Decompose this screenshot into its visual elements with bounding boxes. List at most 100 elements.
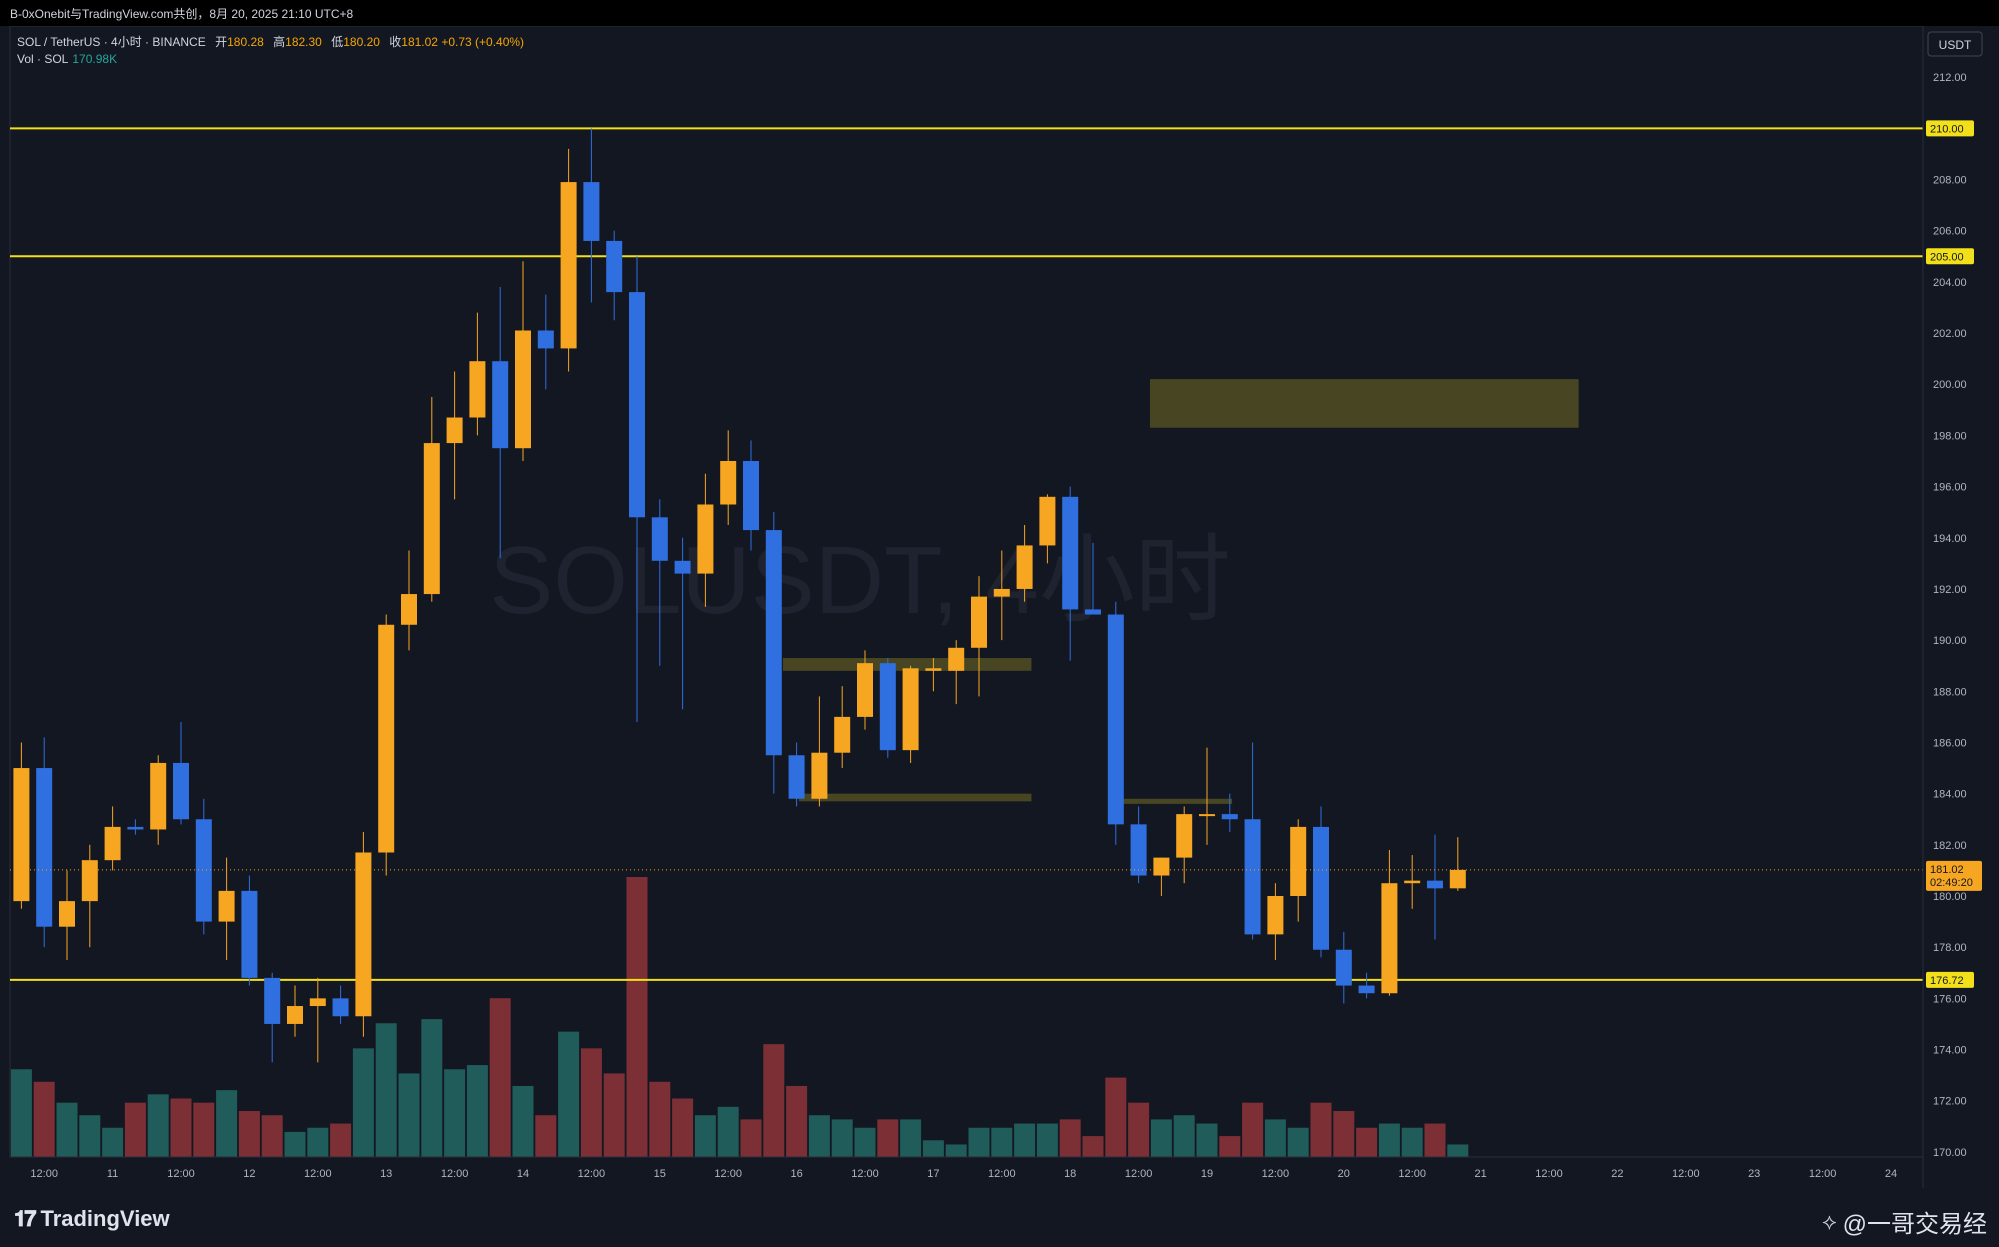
candle-body <box>241 890 258 978</box>
volume-bar <box>672 1098 694 1157</box>
x-tick-label: 11 <box>107 1168 118 1180</box>
y-tick-label: 174.00 <box>1933 1045 1967 1057</box>
candle-body <box>1199 814 1215 817</box>
volume-bar <box>1082 1136 1104 1157</box>
x-tick-label: 17 <box>927 1168 939 1180</box>
candle-body <box>1153 857 1170 876</box>
candle-body <box>218 890 235 922</box>
volume-bar <box>877 1119 899 1157</box>
footer-bar: 𝟏𝟕 TradingView ⟡ @一哥交易经 <box>0 1188 1999 1247</box>
y-tick-label: 212.00 <box>1933 72 1967 84</box>
candle-body <box>13 768 30 902</box>
volume-bar <box>580 1048 602 1157</box>
volume-bar <box>398 1073 420 1157</box>
x-tick-label: 12:00 <box>578 1168 606 1180</box>
y-tick-label: 186.00 <box>1933 737 1967 749</box>
candle-body <box>879 663 896 751</box>
volume-bar <box>1264 1119 1286 1157</box>
volume-bar <box>216 1090 238 1157</box>
x-tick-label: 19 <box>1201 1168 1213 1180</box>
volume-bar <box>489 998 511 1157</box>
x-tick-label: 12:00 <box>1809 1168 1837 1180</box>
y-tick-label: 182.00 <box>1933 840 1967 852</box>
candle-body <box>195 819 212 922</box>
candle-body <box>1358 985 1375 994</box>
volume-bar <box>945 1144 967 1157</box>
y-tick-label: 196.00 <box>1933 482 1967 494</box>
candle-body <box>401 594 417 625</box>
volume-bar <box>1287 1127 1309 1157</box>
candle-body <box>765 530 782 756</box>
zone-0 <box>1150 379 1579 428</box>
currency-button[interactable] <box>1927 31 1983 57</box>
candles-layer <box>13 128 1466 1063</box>
candle-body <box>560 182 577 349</box>
candle-body <box>309 998 326 1007</box>
candle-body <box>1085 609 1101 615</box>
volume-bar <box>922 1140 944 1157</box>
candle-body <box>629 292 645 518</box>
candle-body <box>81 860 98 902</box>
volume-bar <box>512 1085 534 1157</box>
x-tick-label: 21 <box>1474 1168 1486 1180</box>
x-tick-label: 23 <box>1748 1168 1760 1180</box>
close-value: 181.02 <box>401 35 438 49</box>
y-tick-label: 208.00 <box>1933 175 1967 187</box>
zone-1 <box>782 658 1032 671</box>
volume-bar <box>33 1081 55 1157</box>
candle-body <box>446 417 463 444</box>
price-axis[interactable]: 170.00 172.00 174.00 176.00 178.00 180.00 182.… <box>1933 72 1967 1159</box>
level-tag <box>1926 248 1974 265</box>
volume-bar <box>1447 1144 1469 1157</box>
volume-bar <box>170 1098 192 1157</box>
zone-2 <box>798 793 1032 802</box>
plot-area[interactable] <box>9 26 1924 1158</box>
volume-bar <box>79 1115 101 1157</box>
candle-body <box>811 752 828 799</box>
candle-body <box>1062 496 1079 610</box>
candle-body <box>1244 819 1261 935</box>
high-value: 182.30 <box>285 35 322 49</box>
last-price-tag: 181.02 02:49:20 <box>1926 860 1982 891</box>
tradingview-brand[interactable]: 𝟏𝟕 TradingView <box>14 1206 170 1232</box>
volume-bar <box>238 1111 260 1157</box>
candle-body <box>1449 869 1466 889</box>
candle-body <box>515 330 531 449</box>
candle-body <box>834 716 851 753</box>
low-value: 180.20 <box>343 35 380 49</box>
volume-bar <box>558 1031 580 1157</box>
candle-body <box>1290 826 1307 896</box>
volume-bar <box>900 1119 922 1157</box>
candle-body <box>423 443 440 595</box>
volume-bar <box>740 1119 762 1157</box>
volume-bar <box>1242 1102 1264 1157</box>
volume-bar <box>352 1048 374 1157</box>
zones-layer <box>782 379 1579 804</box>
candle-body <box>1107 614 1124 825</box>
x-tick-label: 20 <box>1338 1168 1350 1180</box>
volume-bar <box>786 1085 808 1157</box>
x-tick-label: 12:00 <box>30 1168 58 1180</box>
volume-bar <box>854 1127 876 1157</box>
candle-body <box>697 504 714 574</box>
symbol-title[interactable]: SOL / TetherUS · 4小时 · BINANCE <box>17 35 206 49</box>
y-tick-label: 180.00 <box>1933 891 1967 903</box>
volume-bar <box>421 1019 443 1157</box>
change-value: +0.73 (+0.40%) <box>441 35 525 49</box>
candle-body <box>469 361 486 418</box>
volume-bar <box>1128 1102 1150 1157</box>
candle-body <box>1427 880 1443 889</box>
candle-body <box>788 755 805 799</box>
candle-body <box>332 998 349 1017</box>
time-axis[interactable]: 12:00 11 12:00 12 12:00 13 12:00 14 12:00 15 12:00… <box>10 1156 1923 1180</box>
volume-bar <box>466 1065 488 1157</box>
candle-body <box>59 901 75 927</box>
volume-bar <box>1105 1077 1127 1157</box>
volume-label[interactable]: Vol · SOL <box>17 52 69 66</box>
ohlc-row: SOL / TetherUS · 4小时 · BINANCE 开180.28 高… <box>17 34 524 51</box>
volume-bar <box>1356 1127 1378 1157</box>
volume-bar <box>284 1131 306 1157</box>
volume-bar <box>330 1123 352 1157</box>
y-tick-label: 172.00 <box>1933 1096 1967 1108</box>
